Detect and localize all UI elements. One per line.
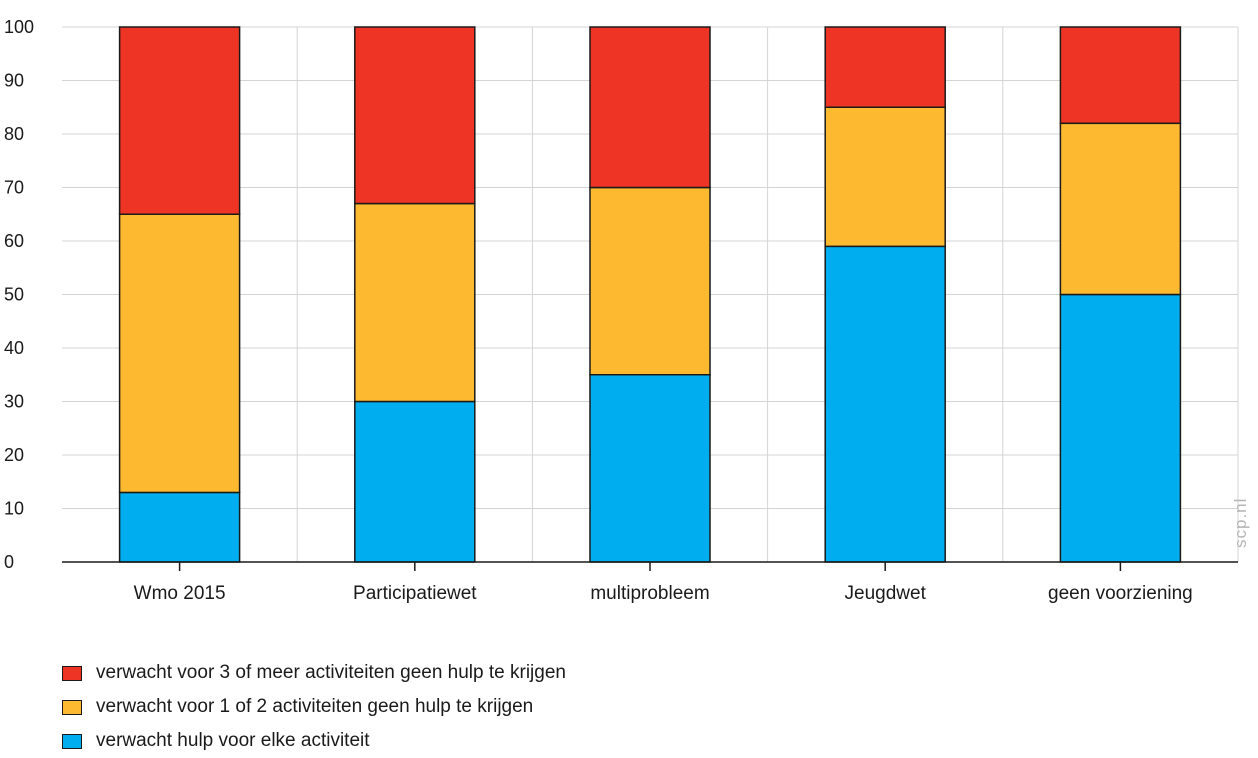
legend-item: verwacht voor 3 of meer activiteiten gee… — [62, 656, 566, 690]
y-tick-label: 60 — [4, 231, 24, 251]
x-tick-label: Jeugdwet — [845, 583, 927, 604]
bar-segment — [824, 245, 946, 563]
bar-segment — [1059, 293, 1182, 563]
y-tick-label: 90 — [4, 71, 24, 91]
legend-item: verwacht hulp voor elke activiteit — [62, 724, 566, 758]
legend-label: verwacht hulp voor elke activiteit — [96, 730, 370, 751]
x-tick-label: Participatiewet — [353, 583, 477, 604]
y-tick-label: 100 — [4, 17, 34, 37]
legend: verwacht voor 3 of meer activiteiten gee… — [62, 656, 566, 758]
y-tick-label: 70 — [4, 178, 24, 198]
bar-segment — [354, 26, 476, 205]
bar-segment — [589, 26, 711, 189]
y-tick-label: 80 — [4, 124, 24, 144]
y-tick-label: 10 — [4, 499, 24, 519]
bar-segment — [1059, 122, 1182, 296]
legend-label: verwacht voor 3 of meer activiteiten gee… — [96, 662, 566, 683]
x-tick-label: multiprobleem — [590, 583, 709, 604]
legend-item: verwacht voor 1 of 2 activiteiten geen h… — [62, 690, 566, 724]
y-tick-labels: 0 10 20 30 40 50 60 70 80 90 100 — [4, 17, 34, 572]
legend-swatch — [62, 665, 82, 681]
axes — [62, 561, 1238, 571]
y-tick-label: 40 — [4, 338, 24, 358]
y-tick-label: 0 — [4, 552, 14, 572]
bars — [118, 26, 1182, 563]
bar-segment — [354, 400, 476, 563]
bar-segment — [354, 202, 476, 403]
stacked-bar-chart: 0 10 20 30 40 50 60 70 80 90 100 Wmo 2015 Participa… — [4, 17, 1239, 604]
bar-segment — [118, 213, 241, 494]
x-tick-labels: Wmo 2015 Participatiewet multiprobleem Jeug… — [134, 583, 1193, 604]
legend-swatch — [62, 699, 82, 715]
bar-segment — [118, 491, 241, 563]
x-tick-label: Wmo 2015 — [134, 583, 226, 604]
bar-segment — [118, 26, 241, 215]
y-tick-label: 50 — [4, 285, 24, 305]
bar-segment — [824, 26, 946, 108]
bar-segment — [1059, 26, 1182, 125]
y-tick-label: 30 — [4, 392, 24, 412]
watermark: scp.nl — [1231, 497, 1250, 548]
y-tick-label: 20 — [4, 445, 24, 465]
bar-segment — [589, 186, 711, 376]
x-tick-label: geen voorziening — [1048, 583, 1193, 604]
legend-swatch — [62, 733, 82, 749]
bar-segment — [824, 106, 946, 248]
bar-segment — [589, 374, 711, 563]
legend-label: verwacht voor 1 of 2 activiteiten geen h… — [96, 696, 534, 717]
